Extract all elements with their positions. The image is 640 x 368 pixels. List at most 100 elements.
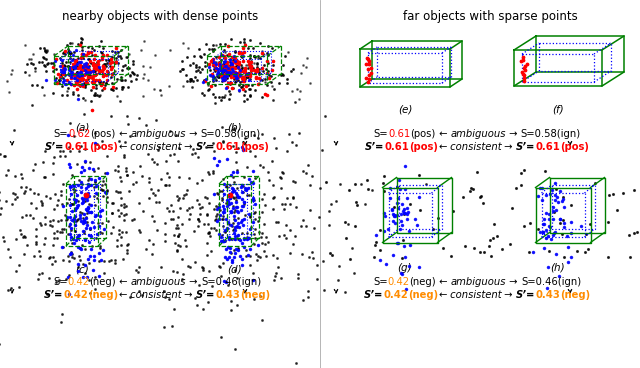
Point — [345, 256, 355, 262]
Point — [539, 216, 549, 222]
Point — [518, 223, 529, 229]
Point — [550, 229, 560, 235]
Point — [54, 77, 65, 83]
Point — [31, 233, 42, 239]
Point — [179, 40, 189, 46]
Point — [244, 70, 254, 76]
Point — [320, 113, 330, 119]
Point — [465, 188, 475, 194]
Point — [268, 62, 278, 68]
Point — [38, 241, 49, 247]
Point — [237, 73, 247, 79]
Point — [230, 74, 240, 80]
Point — [101, 80, 111, 86]
Point — [42, 47, 52, 53]
Point — [511, 185, 521, 191]
Point — [106, 86, 116, 92]
Point — [77, 200, 88, 206]
Point — [216, 195, 227, 201]
Point — [97, 56, 107, 62]
Point — [87, 45, 97, 50]
Point — [96, 68, 106, 74]
Point — [116, 67, 127, 72]
Point — [182, 54, 192, 60]
Point — [604, 192, 614, 198]
Point — [335, 181, 346, 187]
Point — [244, 253, 255, 259]
Point — [122, 247, 132, 253]
Point — [522, 61, 532, 67]
Point — [78, 76, 88, 82]
Point — [277, 71, 287, 77]
Point — [0, 238, 9, 244]
Point — [213, 66, 223, 72]
Point — [77, 81, 88, 86]
Point — [242, 72, 252, 78]
Point — [92, 195, 102, 201]
Text: →: → — [506, 129, 520, 139]
Text: →: → — [501, 142, 516, 152]
Point — [252, 64, 262, 70]
Point — [159, 325, 169, 330]
Point — [14, 262, 24, 268]
Point — [241, 237, 252, 243]
Point — [72, 216, 83, 222]
Point — [116, 242, 126, 248]
Point — [234, 50, 244, 56]
Point — [98, 247, 108, 253]
Point — [291, 99, 301, 105]
Point — [624, 232, 634, 238]
Point — [296, 70, 306, 76]
Point — [77, 242, 87, 248]
Point — [0, 211, 5, 217]
Point — [36, 222, 47, 228]
Point — [248, 45, 258, 51]
Point — [20, 42, 30, 48]
Point — [20, 188, 30, 194]
Point — [28, 167, 38, 173]
Point — [67, 240, 77, 245]
Point — [43, 60, 53, 66]
Point — [245, 52, 255, 58]
Point — [231, 194, 241, 200]
Point — [70, 47, 81, 53]
Point — [106, 56, 116, 62]
Point — [29, 65, 40, 71]
Point — [236, 68, 246, 74]
Point — [254, 69, 264, 75]
Point — [134, 227, 144, 233]
Point — [24, 72, 34, 78]
Point — [204, 268, 214, 274]
Point — [225, 249, 235, 255]
Point — [239, 72, 250, 78]
Point — [551, 207, 561, 213]
Text: ←: ← — [116, 277, 131, 287]
Point — [347, 245, 357, 251]
Point — [81, 67, 91, 72]
Point — [76, 72, 86, 78]
Point — [255, 254, 266, 260]
Point — [79, 212, 89, 217]
Point — [119, 212, 129, 218]
Point — [238, 59, 248, 64]
Text: ←: ← — [118, 142, 127, 152]
Point — [64, 291, 74, 297]
Point — [0, 153, 10, 159]
Point — [232, 194, 243, 200]
Point — [218, 77, 228, 82]
Point — [253, 253, 263, 259]
Text: ambiguous: ambiguous — [131, 277, 186, 287]
Point — [249, 197, 259, 202]
Point — [48, 171, 58, 177]
Point — [86, 233, 96, 239]
Point — [243, 59, 253, 64]
Point — [77, 261, 88, 267]
Point — [207, 170, 218, 176]
Point — [177, 221, 188, 227]
Point — [207, 42, 218, 48]
Point — [83, 69, 93, 75]
Point — [39, 54, 49, 60]
Point — [208, 56, 218, 62]
Point — [535, 185, 545, 191]
Point — [237, 53, 248, 59]
